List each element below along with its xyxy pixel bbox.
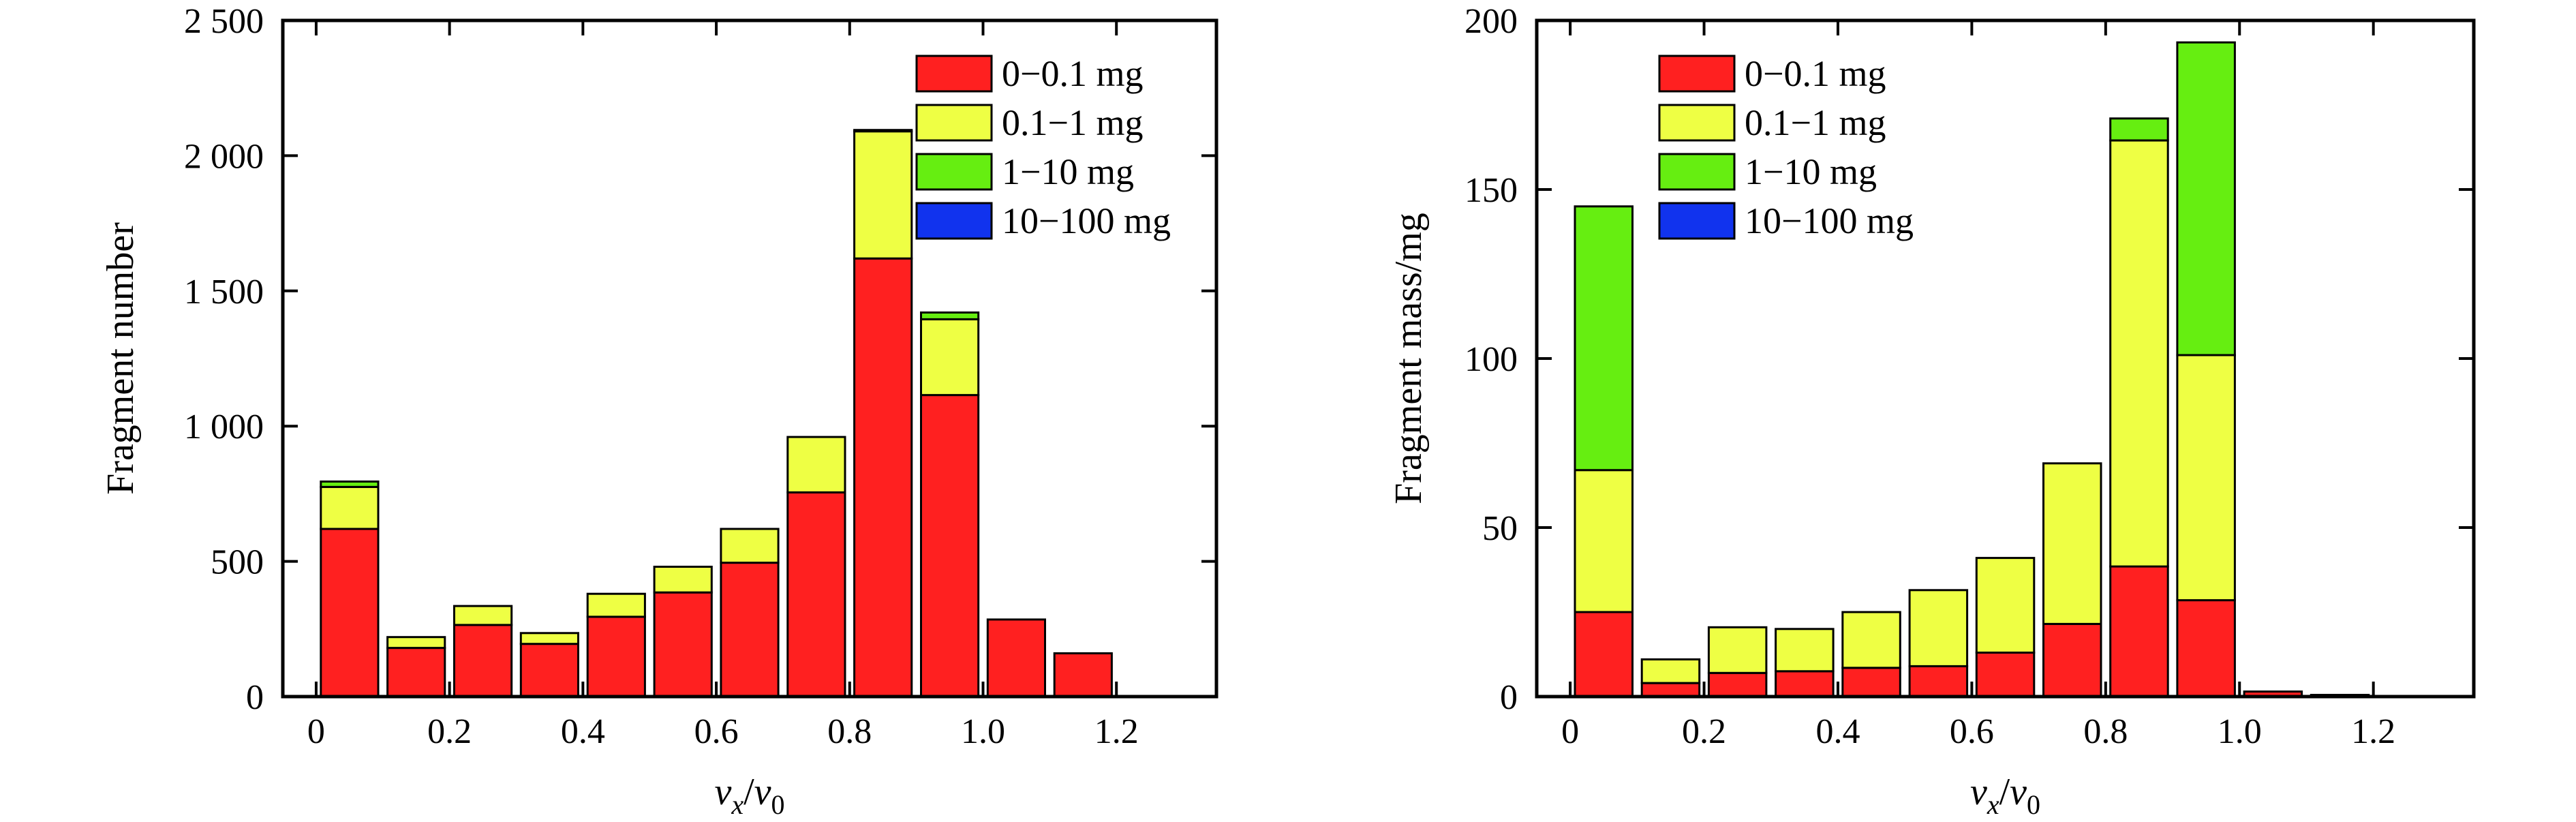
bar-segment [786, 436, 846, 493]
y-tick-label: 50 [1482, 509, 1518, 548]
legend-label: 1−10 mg [1745, 151, 1877, 192]
bar-segment [2109, 565, 2169, 698]
bar-segment [453, 624, 513, 698]
legend-label: 10−100 mg [1745, 200, 1914, 241]
legend-swatch [915, 202, 993, 240]
x-tick-label: 0.8 [2083, 712, 2128, 751]
legend-swatch [1658, 104, 1736, 142]
x-tick-label: 0.2 [427, 712, 472, 751]
legend: 0−0.1 mg 0.1−1 mg 1−10 mg 10−100 mg [1658, 53, 1914, 241]
x-tick-label: 0 [1561, 712, 1579, 751]
bar-segment [653, 591, 713, 698]
bar-segment [786, 491, 846, 698]
bar-segment [1841, 667, 1901, 698]
y-tick-label: 0 [246, 678, 264, 717]
bar-segment [720, 562, 780, 698]
bar-segment [920, 318, 980, 397]
bar-segment [1908, 665, 1969, 698]
y-tick-label: 500 [211, 543, 264, 582]
chart-panel-1: 0 500 1 000 1 500 2 000 2 500 0 0.2 0.4 0.6 0.8 1.0… [99, 2, 1218, 820]
x-tick-label: 0.6 [694, 712, 739, 751]
bar-segment [2176, 599, 2236, 698]
legend-label: 0.1−1 mg [1745, 102, 1886, 143]
bar-segment [1640, 682, 1701, 698]
legend-label: 0.1−1 mg [1002, 102, 1143, 143]
bar-segment [519, 643, 579, 698]
x-axis-title: vx/v0 [714, 771, 784, 820]
legend-swatch [1658, 153, 1736, 191]
legend-swatch [915, 55, 993, 93]
y-tick-label: 0 [1500, 678, 1518, 717]
bar-segment [653, 566, 713, 594]
y-tick-label: 1 500 [184, 273, 264, 311]
bar-segment [586, 592, 646, 618]
x-tick-label: 0 [307, 712, 325, 751]
legend-label: 1−10 mg [1002, 151, 1134, 192]
bar-segment [1841, 611, 1901, 669]
bar-segment [853, 257, 913, 698]
legend-label: 0−0.1 mg [1745, 53, 1886, 94]
bar-segment [320, 481, 380, 488]
y-tick-label: 2 000 [184, 137, 264, 176]
x-axis-title: vx/v0 [1970, 771, 2040, 820]
bar-segment [1975, 557, 2036, 654]
chart-panel-2: 0 50 100 150 200 0 0.2 0.4 0.6 0.8 1.0 1.2 vx/v0 Frag… [1387, 2, 2476, 820]
bar-segment [1574, 469, 1634, 613]
bar-segment [1775, 670, 1835, 698]
legend-swatch [1658, 55, 1736, 93]
y-tick-label: 2 500 [184, 2, 264, 41]
bar-segment [453, 605, 513, 626]
x-tick-label: 1.0 [961, 712, 1005, 751]
x-tick-label: 1.0 [2218, 712, 2262, 751]
bar-segment [1775, 628, 1835, 673]
legend-swatch [1658, 202, 1736, 240]
bar-segment [2176, 41, 2236, 356]
bar-segment [320, 486, 380, 530]
bar-segment [1640, 658, 1701, 684]
bar-segment [920, 394, 980, 698]
bar-segment [1975, 652, 2036, 698]
legend-label: 10−100 mg [1002, 200, 1171, 241]
bar-segment [320, 528, 380, 698]
bar-segment [920, 311, 980, 320]
x-tick-label: 0.8 [827, 712, 872, 751]
bar-segment [853, 130, 913, 260]
bar-segment [1574, 205, 1634, 472]
bar-segment [853, 129, 913, 133]
bar-segment [2109, 117, 2169, 142]
bar-segment [1908, 589, 1969, 667]
bar-segment [519, 632, 579, 645]
legend: 0−0.1 mg 0.1−1 mg 1−10 mg 10−100 mg [915, 53, 1171, 241]
x-tick-label: 0.4 [561, 712, 605, 751]
bar-segment [986, 618, 1047, 698]
y-axis-title: Fragment number [99, 222, 142, 495]
y-tick-label: 1 000 [184, 408, 264, 446]
bar-segment [2042, 622, 2102, 698]
y-tick-label: 100 [1465, 340, 1518, 379]
bar-segment [386, 636, 446, 650]
bar-segment [720, 528, 780, 564]
legend-swatch [915, 153, 993, 191]
x-tick-label: 1.2 [1094, 712, 1139, 751]
bar-segment [386, 647, 446, 698]
bar-segment [2109, 139, 2169, 568]
legend-swatch [915, 104, 993, 142]
x-tick-label: 1.2 [2351, 712, 2395, 751]
bar-segment [1053, 652, 1113, 698]
bar-segment [1707, 626, 1768, 674]
legend-label: 0−0.1 mg [1002, 53, 1143, 94]
y-axis-title: Fragment mass/mg [1387, 213, 1430, 504]
y-tick-label: 200 [1465, 2, 1518, 41]
x-tick-label: 0.6 [1950, 712, 1994, 751]
bar-segment [1574, 611, 1634, 698]
plot-frame [281, 18, 1218, 699]
x-tick-label: 0.4 [1815, 712, 1860, 751]
bar-segment [2042, 462, 2102, 625]
bar-segment [2176, 354, 2236, 602]
x-tick-label: 0.2 [1682, 712, 1726, 751]
y-tick-label: 150 [1465, 171, 1518, 210]
bar-segment [586, 615, 646, 698]
bar-segment [1707, 671, 1768, 698]
